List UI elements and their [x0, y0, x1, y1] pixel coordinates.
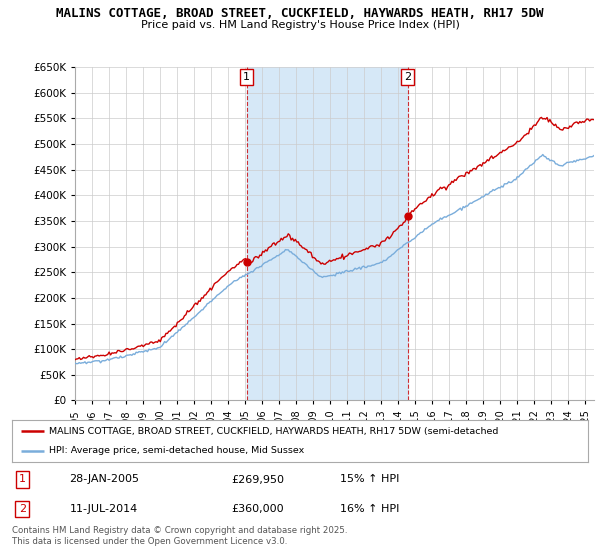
Text: Contains HM Land Registry data © Crown copyright and database right 2025.
This d: Contains HM Land Registry data © Crown c…: [12, 526, 347, 546]
Text: MALINS COTTAGE, BROAD STREET, CUCKFIELD, HAYWARDS HEATH, RH17 5DW: MALINS COTTAGE, BROAD STREET, CUCKFIELD,…: [56, 7, 544, 20]
Text: MALINS COTTAGE, BROAD STREET, CUCKFIELD, HAYWARDS HEATH, RH17 5DW (semi-detached: MALINS COTTAGE, BROAD STREET, CUCKFIELD,…: [49, 427, 499, 436]
Bar: [247, 67, 407, 400]
Text: 2: 2: [19, 504, 26, 514]
Text: 1: 1: [243, 72, 250, 82]
Text: HPI: Average price, semi-detached house, Mid Sussex: HPI: Average price, semi-detached house,…: [49, 446, 305, 455]
Text: 16% ↑ HPI: 16% ↑ HPI: [340, 504, 400, 514]
Text: 28-JAN-2005: 28-JAN-2005: [70, 474, 140, 484]
Text: 11-JUL-2014: 11-JUL-2014: [70, 504, 138, 514]
Text: £269,950: £269,950: [231, 474, 284, 484]
Text: Price paid vs. HM Land Registry's House Price Index (HPI): Price paid vs. HM Land Registry's House …: [140, 20, 460, 30]
Text: 2: 2: [404, 72, 411, 82]
Text: £360,000: £360,000: [231, 504, 284, 514]
Text: 15% ↑ HPI: 15% ↑ HPI: [340, 474, 400, 484]
Text: 1: 1: [19, 474, 26, 484]
